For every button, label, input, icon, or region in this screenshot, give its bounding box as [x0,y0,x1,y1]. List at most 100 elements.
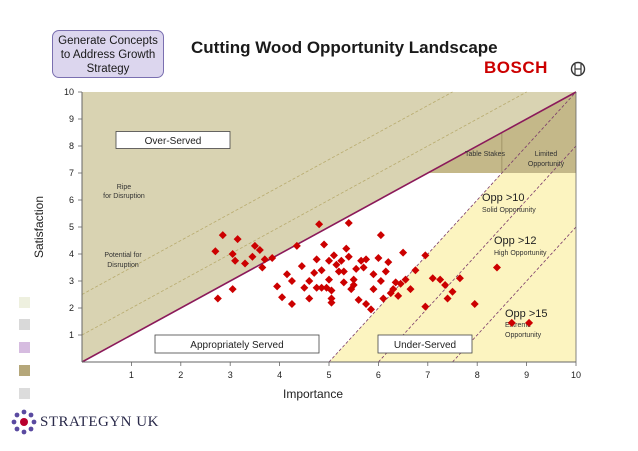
y-axis-label: Satisfaction [32,196,46,258]
data-point-38 [329,251,338,260]
y-tick-label-4: 4 [69,249,74,259]
legend-swatch-4 [19,365,30,376]
data-point-13 [268,254,277,263]
data-point-28 [312,255,321,264]
opp-15-label: Opp >15 [505,308,548,320]
data-point-49 [349,281,358,290]
chart-title: Cutting Wood Opportunity Landscape [191,38,498,57]
data-point-10 [250,241,259,250]
data-point-1 [211,247,220,256]
data-point-54 [362,255,371,264]
data-point-51 [354,295,363,304]
potential-for-disruption-label-line-2: Disruption [107,262,139,269]
opportunity-line-3 [328,91,577,363]
x-tick-label-9: 9 [524,370,529,380]
bosch-emblem-icon [570,61,586,77]
data-point-70 [399,248,408,257]
data-point-69 [396,279,405,288]
data-point-11 [255,245,264,254]
data-point-76 [428,274,437,283]
y-tick-label-5: 5 [69,222,74,232]
data-point-75 [421,302,430,311]
legend-swatch-5 [19,388,30,399]
data-point-2 [218,231,227,240]
data-point-23 [305,277,314,285]
data-point-4 [233,235,242,244]
ripe-for-disruption-label-line-2: for Disruption [103,193,145,200]
data-point-79 [443,294,452,303]
data-point-22 [300,283,309,292]
x-tick-label-2: 2 [178,370,183,380]
data-point-57 [369,270,378,279]
data-point-44 [342,244,351,253]
data-point-56 [366,305,375,314]
data-point-15 [273,282,282,291]
data-point-34 [325,275,333,284]
limited-opportunity-label-line-1: Limited [535,151,558,158]
opportunity-line-5 [452,226,577,363]
limited-opportunity-label-line-2: Opportunity [528,161,565,168]
data-point-72 [406,285,415,294]
y-tick-label-8: 8 [69,141,74,151]
x-axis-label: Importance [283,387,343,401]
data-point-74 [421,251,430,260]
opp-15-sub-label-line-2: Opportunity [505,332,542,339]
data-point-24 [305,294,314,303]
data-point-42 [339,278,348,287]
data-point-82 [470,299,479,308]
over-served-label: Over-Served [145,136,202,147]
data-point-21 [297,262,306,271]
data-point-9 [248,252,257,261]
opportunity-line-4 [378,145,577,363]
data-point-7 [228,285,237,294]
data-point-68 [394,291,403,300]
opp-10-label: Opp >10 [482,192,525,204]
over-served-label-box [115,131,231,149]
data-point-81 [455,274,464,283]
data-point-78 [441,281,450,290]
data-point-43 [339,267,348,276]
strategy-badge: Generate Concepts to Address Growth Stra… [52,30,164,78]
data-point-5 [231,256,240,265]
data-point-19 [287,299,296,308]
y-tick-label-3: 3 [69,276,74,286]
data-point-63 [381,267,390,276]
potential-for-disruption-label-line-1: Potential for [104,252,142,259]
data-point-14 [258,263,267,272]
legend-swatch-2 [19,319,30,330]
data-point-41 [337,256,346,265]
data-point-71 [401,275,410,284]
data-point-50 [352,264,361,273]
x-tick-label-5: 5 [326,370,331,380]
data-point-37 [327,298,336,307]
data-point-18 [287,277,296,285]
y-tick-label-1: 1 [69,330,74,340]
x-tick-label-7: 7 [425,370,430,380]
x-tick-label-10: 10 [571,370,581,380]
legend-swatch-1 [19,297,30,308]
data-point-31 [320,240,329,249]
data-point-12 [260,255,269,264]
data-point-29 [317,266,326,275]
data-point-40 [334,267,343,276]
x-tick-label-1: 1 [129,370,134,380]
data-point-20 [292,241,301,250]
data-point-45 [344,218,353,227]
x-tick-label-3: 3 [228,370,233,380]
data-point-64 [384,258,393,267]
y-tick-label-2: 2 [69,303,74,313]
data-point-16 [278,293,287,302]
data-point-59 [374,254,383,263]
data-point-25 [310,268,319,277]
data-point-53 [359,263,368,272]
data-point-84 [507,318,516,327]
data-point-3 [228,250,237,258]
data-point-46 [344,252,353,261]
y-tick-label-6: 6 [69,195,74,205]
data-point-35 [327,286,336,295]
data-point-77 [436,275,445,284]
opp-10-sub-label: Solid Opportunity [482,207,536,214]
data-point-48 [349,275,358,284]
ripe-for-disruption-label-line-1: Ripe [117,184,132,191]
data-point-30 [317,283,326,292]
